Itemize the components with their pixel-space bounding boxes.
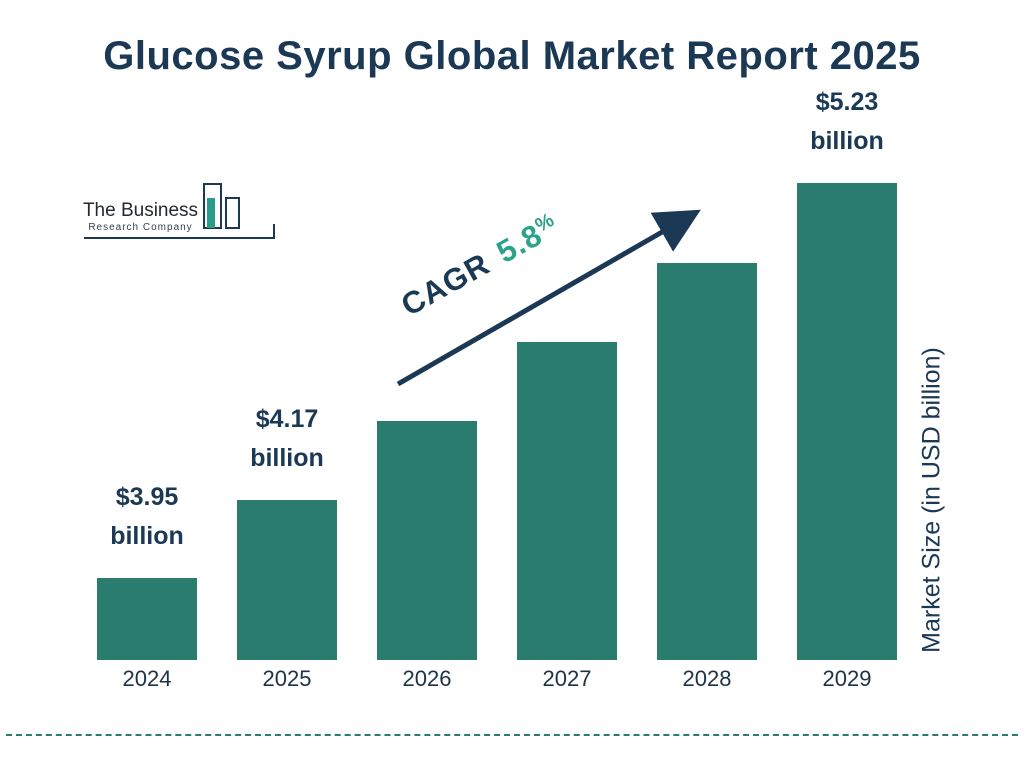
chart-title: Glucose Syrup Global Market Report 2025 — [103, 34, 921, 78]
x-tick-2025: 2025 — [262, 666, 312, 691]
x-tick-2024: 2024 — [122, 666, 172, 691]
bar-2024 — [97, 578, 197, 660]
x-tick-2028: 2028 — [682, 666, 732, 691]
bar-2027 — [517, 342, 617, 660]
bar-2025 — [237, 500, 337, 660]
x-tick-2029: 2029 — [822, 666, 872, 691]
logo-line1: The Business — [82, 200, 199, 221]
logo-text: The Business Research Company — [78, 200, 203, 233]
bar-chart-logo-icon — [84, 183, 275, 239]
value-label-2024: $3.95 billion — [110, 483, 184, 550]
cagr-annotation: CAGR5.8% — [395, 208, 565, 324]
cagr-label: CAGR — [395, 246, 496, 323]
company-logo: The Business Research Company — [78, 178, 288, 248]
value-label-2025: $4.17 billion — [250, 405, 324, 472]
y-axis-label: Market Size (in USD billion) — [917, 347, 946, 653]
logo-line2: Research Company — [88, 222, 193, 233]
bar-2029 — [797, 183, 897, 660]
bar-2026 — [377, 421, 477, 660]
x-tick-2027: 2027 — [542, 666, 592, 691]
bar-2028 — [657, 263, 757, 660]
x-tick-2026: 2026 — [402, 666, 452, 691]
bottom-dashed-divider — [6, 734, 1018, 736]
value-label-2029: $5.23 billion — [810, 88, 884, 155]
